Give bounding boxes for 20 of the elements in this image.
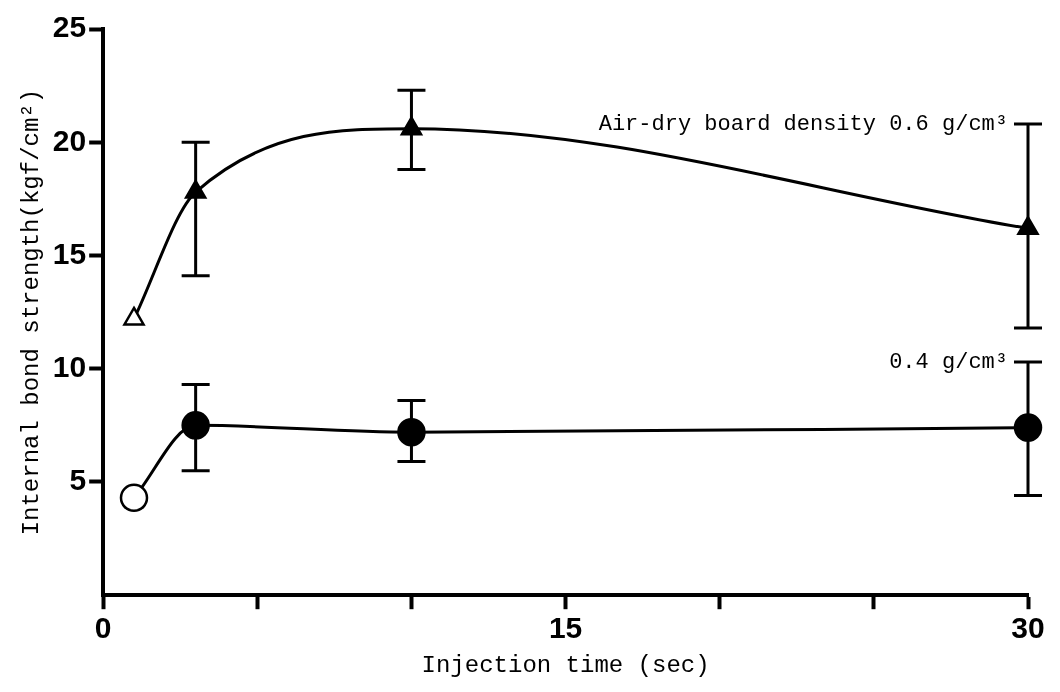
x-axis-title: Injection time (sec) (421, 651, 710, 679)
point (181, 411, 210, 440)
series-label: 0.4 g/cm³ (889, 349, 1008, 375)
y-tick-label: 5 (69, 463, 87, 497)
y-tick-label: 25 (52, 10, 87, 44)
x-tick-label: 15 (548, 611, 583, 645)
x-tick-label: 30 (1011, 611, 1045, 645)
point (119, 483, 149, 513)
y-tick-label: 20 (52, 123, 87, 157)
y-tick-label: 15 (52, 236, 87, 270)
series-label: Air-dry board density 0.6 g/cm³ (598, 111, 1008, 137)
y-axis-title: Internal bond strength(kgf/cm²) (17, 88, 45, 536)
point (1017, 216, 1039, 236)
point (123, 306, 145, 326)
y-tick-label: 10 (52, 349, 87, 383)
point (1013, 413, 1043, 442)
x-tick-label: 0 (94, 611, 112, 645)
point (400, 116, 423, 136)
point (184, 179, 207, 199)
point (397, 417, 426, 447)
